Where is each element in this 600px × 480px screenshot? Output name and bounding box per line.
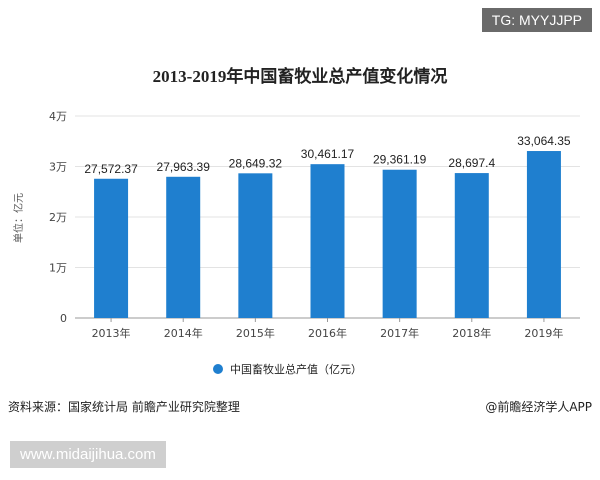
website-watermark: www.midaijihua.com	[10, 441, 166, 468]
y-tick-label: 1万	[49, 262, 67, 275]
y-tick-label: 2万	[49, 211, 67, 224]
y-tick-label: 3万	[49, 161, 67, 174]
data-label: 33,064.35	[517, 134, 571, 148]
bars	[94, 151, 561, 318]
data-label: 29,361.19	[373, 153, 427, 167]
data-label: 27,572.37	[84, 162, 138, 176]
legend-marker	[213, 364, 223, 374]
data-labels: 27,572.37 27,963.39 28,649.32 30,461.17 29,3…	[84, 134, 571, 176]
data-label: 30,461.17	[301, 147, 355, 161]
data-label: 27,963.39	[157, 160, 211, 174]
x-tick-labels: 2013年 2014年 2015年 2016年 2017年 2018年 2019年	[92, 318, 563, 340]
x-tick-label: 2016年	[308, 326, 347, 340]
legend-label: 中国畜牧业总产值（亿元）	[230, 362, 362, 376]
source-note: 资料来源：国家统计局 前瞻产业研究院整理	[8, 400, 240, 414]
x-tick-label: 2015年	[236, 326, 275, 340]
bar-chart: 0 1万 2万 3万 4万 27,572.37 27,963.39 28,649.32 30,…	[12, 110, 580, 376]
bar	[238, 173, 273, 318]
data-label: 28,697.4	[448, 156, 495, 170]
brand-credit: @前瞻经济学人APP	[485, 400, 592, 414]
x-tick-label: 2017年	[380, 326, 419, 340]
bar	[526, 151, 561, 318]
data-label: 28,649.32	[229, 156, 283, 170]
y-axis-label: 单位：亿元	[12, 193, 25, 243]
y-tick-labels: 0 1万 2万 3万 4万	[49, 110, 67, 325]
legend: 中国畜牧业总产值（亿元）	[213, 362, 362, 376]
y-tick-label: 4万	[49, 110, 67, 123]
bar	[94, 178, 129, 318]
chart-title: 2013-2019年中国畜牧业总产值变化情况	[152, 67, 448, 86]
watermark-tag: TG: MYYJJPP	[481, 8, 592, 32]
x-tick-label: 2018年	[452, 326, 491, 340]
bar	[454, 173, 489, 318]
bar	[310, 164, 345, 318]
bar	[166, 176, 201, 318]
x-tick-label: 2019年	[524, 326, 563, 340]
x-tick-label: 2014年	[164, 326, 203, 340]
y-tick-label: 0	[60, 312, 67, 325]
x-tick-label: 2013年	[92, 326, 131, 340]
bar	[382, 169, 417, 318]
